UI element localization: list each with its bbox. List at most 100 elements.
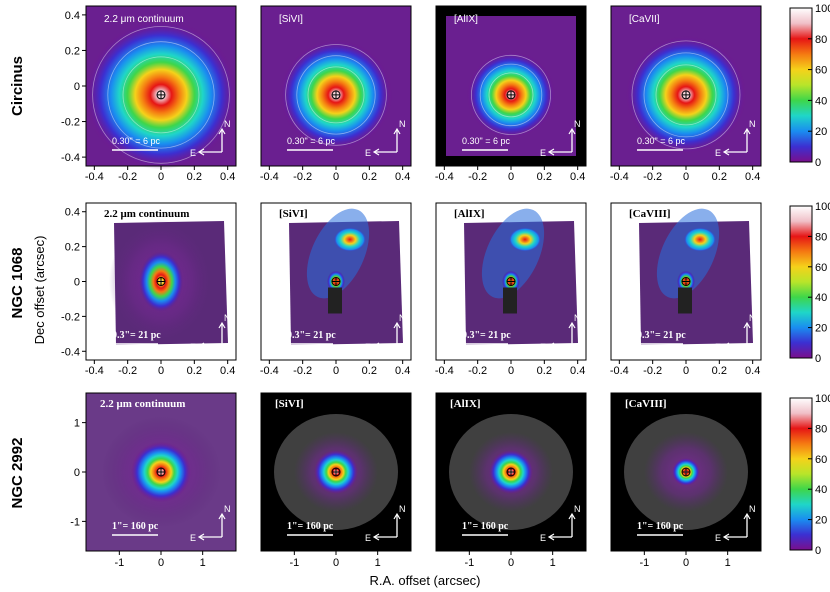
compass-north-label: N	[749, 313, 756, 323]
x-tick-label: -0.4	[260, 171, 279, 183]
x-tick-label: 0	[683, 171, 689, 183]
colorbar-tick-label: 20	[815, 515, 827, 527]
colorbar-tick-label: 40	[815, 95, 827, 107]
compass-north-head	[393, 321, 401, 329]
colorbars: 0 20 40 60 80 100 0 20 40 60 80 100 0 20 40 60 80 100	[789, 3, 830, 557]
x-tick-label: 0	[158, 171, 164, 183]
colorbar-tick-label: 100	[815, 393, 830, 405]
scalebar-label: 1"= 160 pc	[287, 521, 334, 532]
x-tick-label: 1	[200, 557, 206, 569]
compass-east-label: E	[365, 342, 371, 352]
compass-east-label: E	[715, 148, 721, 158]
compass-north-label: N	[749, 504, 756, 514]
x-tick-label: 0.4	[570, 365, 585, 377]
compass-north-head	[568, 321, 576, 329]
colorbar-tick-label: 100	[815, 3, 830, 15]
y-tick-label: 0.2	[65, 45, 80, 57]
row-label: NGC 2992	[9, 438, 26, 509]
x-tick-label: 0.2	[537, 365, 552, 377]
scalebar-label: 0.30" = 6 pc	[112, 136, 160, 146]
compass-east-head	[722, 533, 730, 541]
compass-north-head	[218, 512, 226, 520]
compass-north-label: N	[399, 119, 406, 129]
colorbar-tick-label: 60	[815, 262, 827, 274]
panel-label: [SiVI]	[279, 14, 303, 25]
compass-east-head	[197, 533, 205, 541]
panel-label: [AlIX]	[450, 398, 481, 410]
x-tick-label: 0	[333, 171, 339, 183]
x-tick-label: -0.4	[85, 365, 104, 377]
compass-north-head	[743, 512, 751, 520]
panel-label: [CaVIII]	[625, 398, 667, 410]
colorbar-tick-label: 0	[815, 545, 821, 557]
x-tick-label: 0	[508, 557, 514, 569]
scalebar-label: 0.3"= 21 pc	[112, 330, 161, 341]
scalebar-label: 0.30" = 6 pc	[462, 136, 510, 146]
panel: [AlIX] 1"= 160 pc N E -1 0 1	[435, 392, 587, 569]
compass-east-head	[547, 533, 555, 541]
x-tick-label: 0.2	[712, 171, 727, 183]
panel-label: [AlIX]	[454, 14, 478, 25]
compass-north-label: N	[399, 504, 406, 514]
compass-east-head	[722, 342, 730, 350]
colorbar-tick-label: 0	[815, 353, 821, 365]
compass-north-head	[568, 127, 576, 135]
compass-east-head	[372, 342, 380, 350]
x-tick-label: 0.4	[570, 171, 585, 183]
compass-east-head	[372, 148, 380, 156]
y-tick-label: 0	[74, 81, 80, 93]
colorbar-tick-label: 40	[815, 484, 827, 496]
panel: [SiVI] 0.30" = 6 pc N E -0.4 -0.2 0 0.2 0.4	[260, 5, 412, 183]
x-tick-label: -0.2	[293, 365, 312, 377]
x-tick-label: 0.2	[362, 171, 377, 183]
contour-line	[643, 52, 729, 138]
y-tick-label: -0.2	[61, 311, 80, 323]
contour-line	[655, 64, 717, 126]
compass-east-label: E	[190, 533, 196, 543]
y-tick-label: 0.4	[65, 207, 80, 219]
x-axis-label: R.A. offset (arcsec)	[369, 573, 480, 588]
masked-region	[503, 287, 517, 314]
masked-region	[678, 287, 692, 314]
panel-label: [SiVI]	[279, 208, 308, 220]
contour-line	[285, 44, 387, 146]
panel-label: [AlIX]	[454, 208, 485, 220]
contour-line	[479, 63, 543, 127]
colorbar-tick-label: 80	[815, 231, 827, 243]
compass-east-head	[547, 148, 555, 156]
contour-line	[470, 54, 551, 135]
compass-east-head	[722, 148, 730, 156]
x-tick-label: 0	[158, 557, 164, 569]
x-tick-label: 0.2	[537, 171, 552, 183]
x-tick-label: -0.2	[118, 365, 137, 377]
colorbar: 0 20 40 60 80 100	[789, 201, 830, 365]
panel: [SiVI] 1"= 160 pc N E -1 0 1	[260, 392, 412, 569]
compass-east-label: E	[365, 148, 371, 158]
compass-north-label: N	[574, 313, 581, 323]
compass-east-head	[197, 148, 205, 156]
panel: 2.2 μm continuum 0.3"= 21 pc N E -0.4 -0.2 0 0.…	[61, 202, 237, 377]
scalebar-label: 1"= 160 pc	[637, 521, 684, 532]
colorbar-tick-label: 60	[815, 454, 827, 466]
x-tick-label: -0.4	[85, 171, 104, 183]
colorbar-tick-label: 40	[815, 292, 827, 304]
x-tick-label: 0	[158, 365, 164, 377]
x-tick-label: 1	[725, 557, 731, 569]
scalebar-label: 1"= 160 pc	[462, 521, 509, 532]
contour-line	[307, 66, 365, 124]
x-tick-label: 0.2	[712, 365, 727, 377]
x-tick-label: -0.4	[260, 365, 279, 377]
compass-east-label: E	[715, 342, 721, 352]
panel: [CaVIII] 1"= 160 pc N E -1 0 1	[610, 392, 762, 569]
y-tick-label: -0.4	[61, 346, 80, 358]
x-tick-label: 0	[508, 365, 514, 377]
panel: [SiVI] 0.3"= 21 pc N E -0.4 -0.2 0 0.2 0.4	[260, 202, 412, 377]
compass-east-head	[547, 342, 555, 350]
scalebar-label: 0.30" = 6 pc	[637, 136, 685, 146]
x-tick-label: 0.4	[745, 365, 760, 377]
panel: [AlIX] 0.3"= 21 pc N E -0.4 -0.2 0 0.2 0.4	[435, 202, 587, 377]
colorbar-tick-label: 0	[815, 157, 821, 169]
x-tick-label: -1	[639, 557, 649, 569]
panel-label: 2.2 μm continuum	[104, 208, 189, 220]
